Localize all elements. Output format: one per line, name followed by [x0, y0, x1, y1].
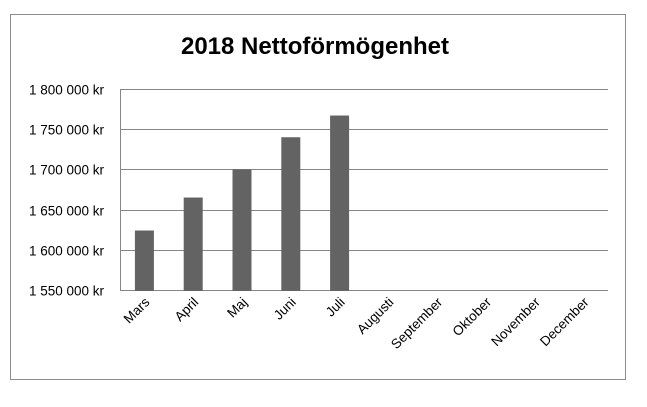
- x-tick-label: Augusti: [354, 295, 396, 337]
- y-tick-label: 1 750 000 kr: [29, 123, 105, 138]
- x-tick-label: April: [172, 295, 202, 325]
- x-tick-label: November: [488, 294, 543, 349]
- y-tick-label: 1 600 000 kr: [29, 244, 105, 259]
- x-tick-label: September: [388, 294, 446, 352]
- chart-frame: [10, 14, 626, 380]
- x-tick-label: Maj: [224, 295, 250, 321]
- chart-title: 2018 Nettoförmögenhet: [180, 33, 450, 60]
- x-tick-label: Oktober: [450, 294, 495, 339]
- x-tick-label: Mars: [121, 294, 153, 326]
- bar: [183, 197, 203, 291]
- y-axis-tick-labels: 1 550 000 kr 1 600 000 kr 1 650 000 kr 1 70…: [29, 83, 105, 299]
- x-tick-label: Juni: [271, 295, 299, 323]
- bar: [134, 230, 154, 291]
- bars: [134, 115, 350, 291]
- bar: [281, 137, 301, 291]
- bar: [330, 115, 350, 291]
- x-tick-label: December: [537, 294, 592, 349]
- bar: [232, 169, 252, 291]
- y-tick-label: 1 700 000 kr: [29, 163, 105, 178]
- y-tick-label: 1 550 000 kr: [29, 284, 105, 299]
- y-tick-label: 1 650 000 kr: [29, 204, 105, 219]
- y-tick-label: 1 800 000 kr: [29, 83, 105, 98]
- x-tick-label: Juli: [323, 295, 348, 320]
